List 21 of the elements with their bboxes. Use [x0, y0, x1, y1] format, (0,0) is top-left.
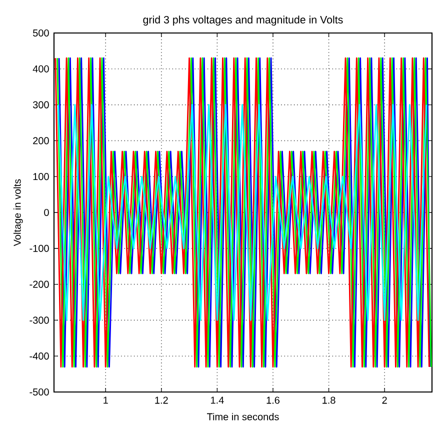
y-tick-label: -100 [30, 244, 49, 252]
y-tick-label: -400 [30, 352, 49, 360]
x-axis-title: Time in seconds [207, 412, 279, 420]
y-tick-label: -200 [30, 280, 49, 288]
y-tick-label: 300 [32, 101, 49, 108]
x-tick-label: 1.2 [155, 396, 168, 404]
y-tick-label: 200 [33, 137, 49, 144]
x-tick-label: 1 [104, 396, 108, 404]
y-tick-label: -500 [30, 388, 49, 396]
x-tick-label: 1.4 [210, 396, 224, 404]
y-tick-label: 500 [33, 29, 49, 37]
line-series [57, 104, 428, 321]
x-tick-label: 2 [382, 396, 387, 404]
y-axis-title: Voltage in volts [13, 179, 23, 246]
y-tick-label: 100 [33, 173, 49, 180]
y-tick-label: -300 [30, 316, 49, 324]
y-tick-label: 400 [32, 65, 49, 72]
y-tick-label: 0 [44, 208, 49, 216]
x-tick-label: 1.6 [266, 396, 280, 404]
x-tick-label: 1.8 [322, 396, 336, 404]
chart-title: grid 3 phs voltages and magnitude in Volts [143, 16, 343, 26]
